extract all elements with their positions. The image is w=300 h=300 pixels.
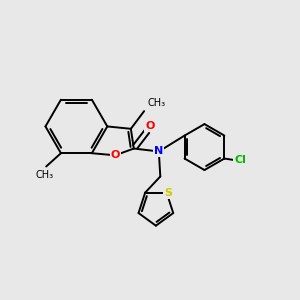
Text: CH₃: CH₃ [148, 98, 166, 108]
Text: S: S [164, 188, 172, 198]
Text: CH₃: CH₃ [36, 170, 54, 180]
Text: O: O [111, 150, 120, 160]
Text: N: N [154, 146, 164, 157]
Text: O: O [145, 122, 155, 131]
Text: Cl: Cl [234, 155, 246, 165]
